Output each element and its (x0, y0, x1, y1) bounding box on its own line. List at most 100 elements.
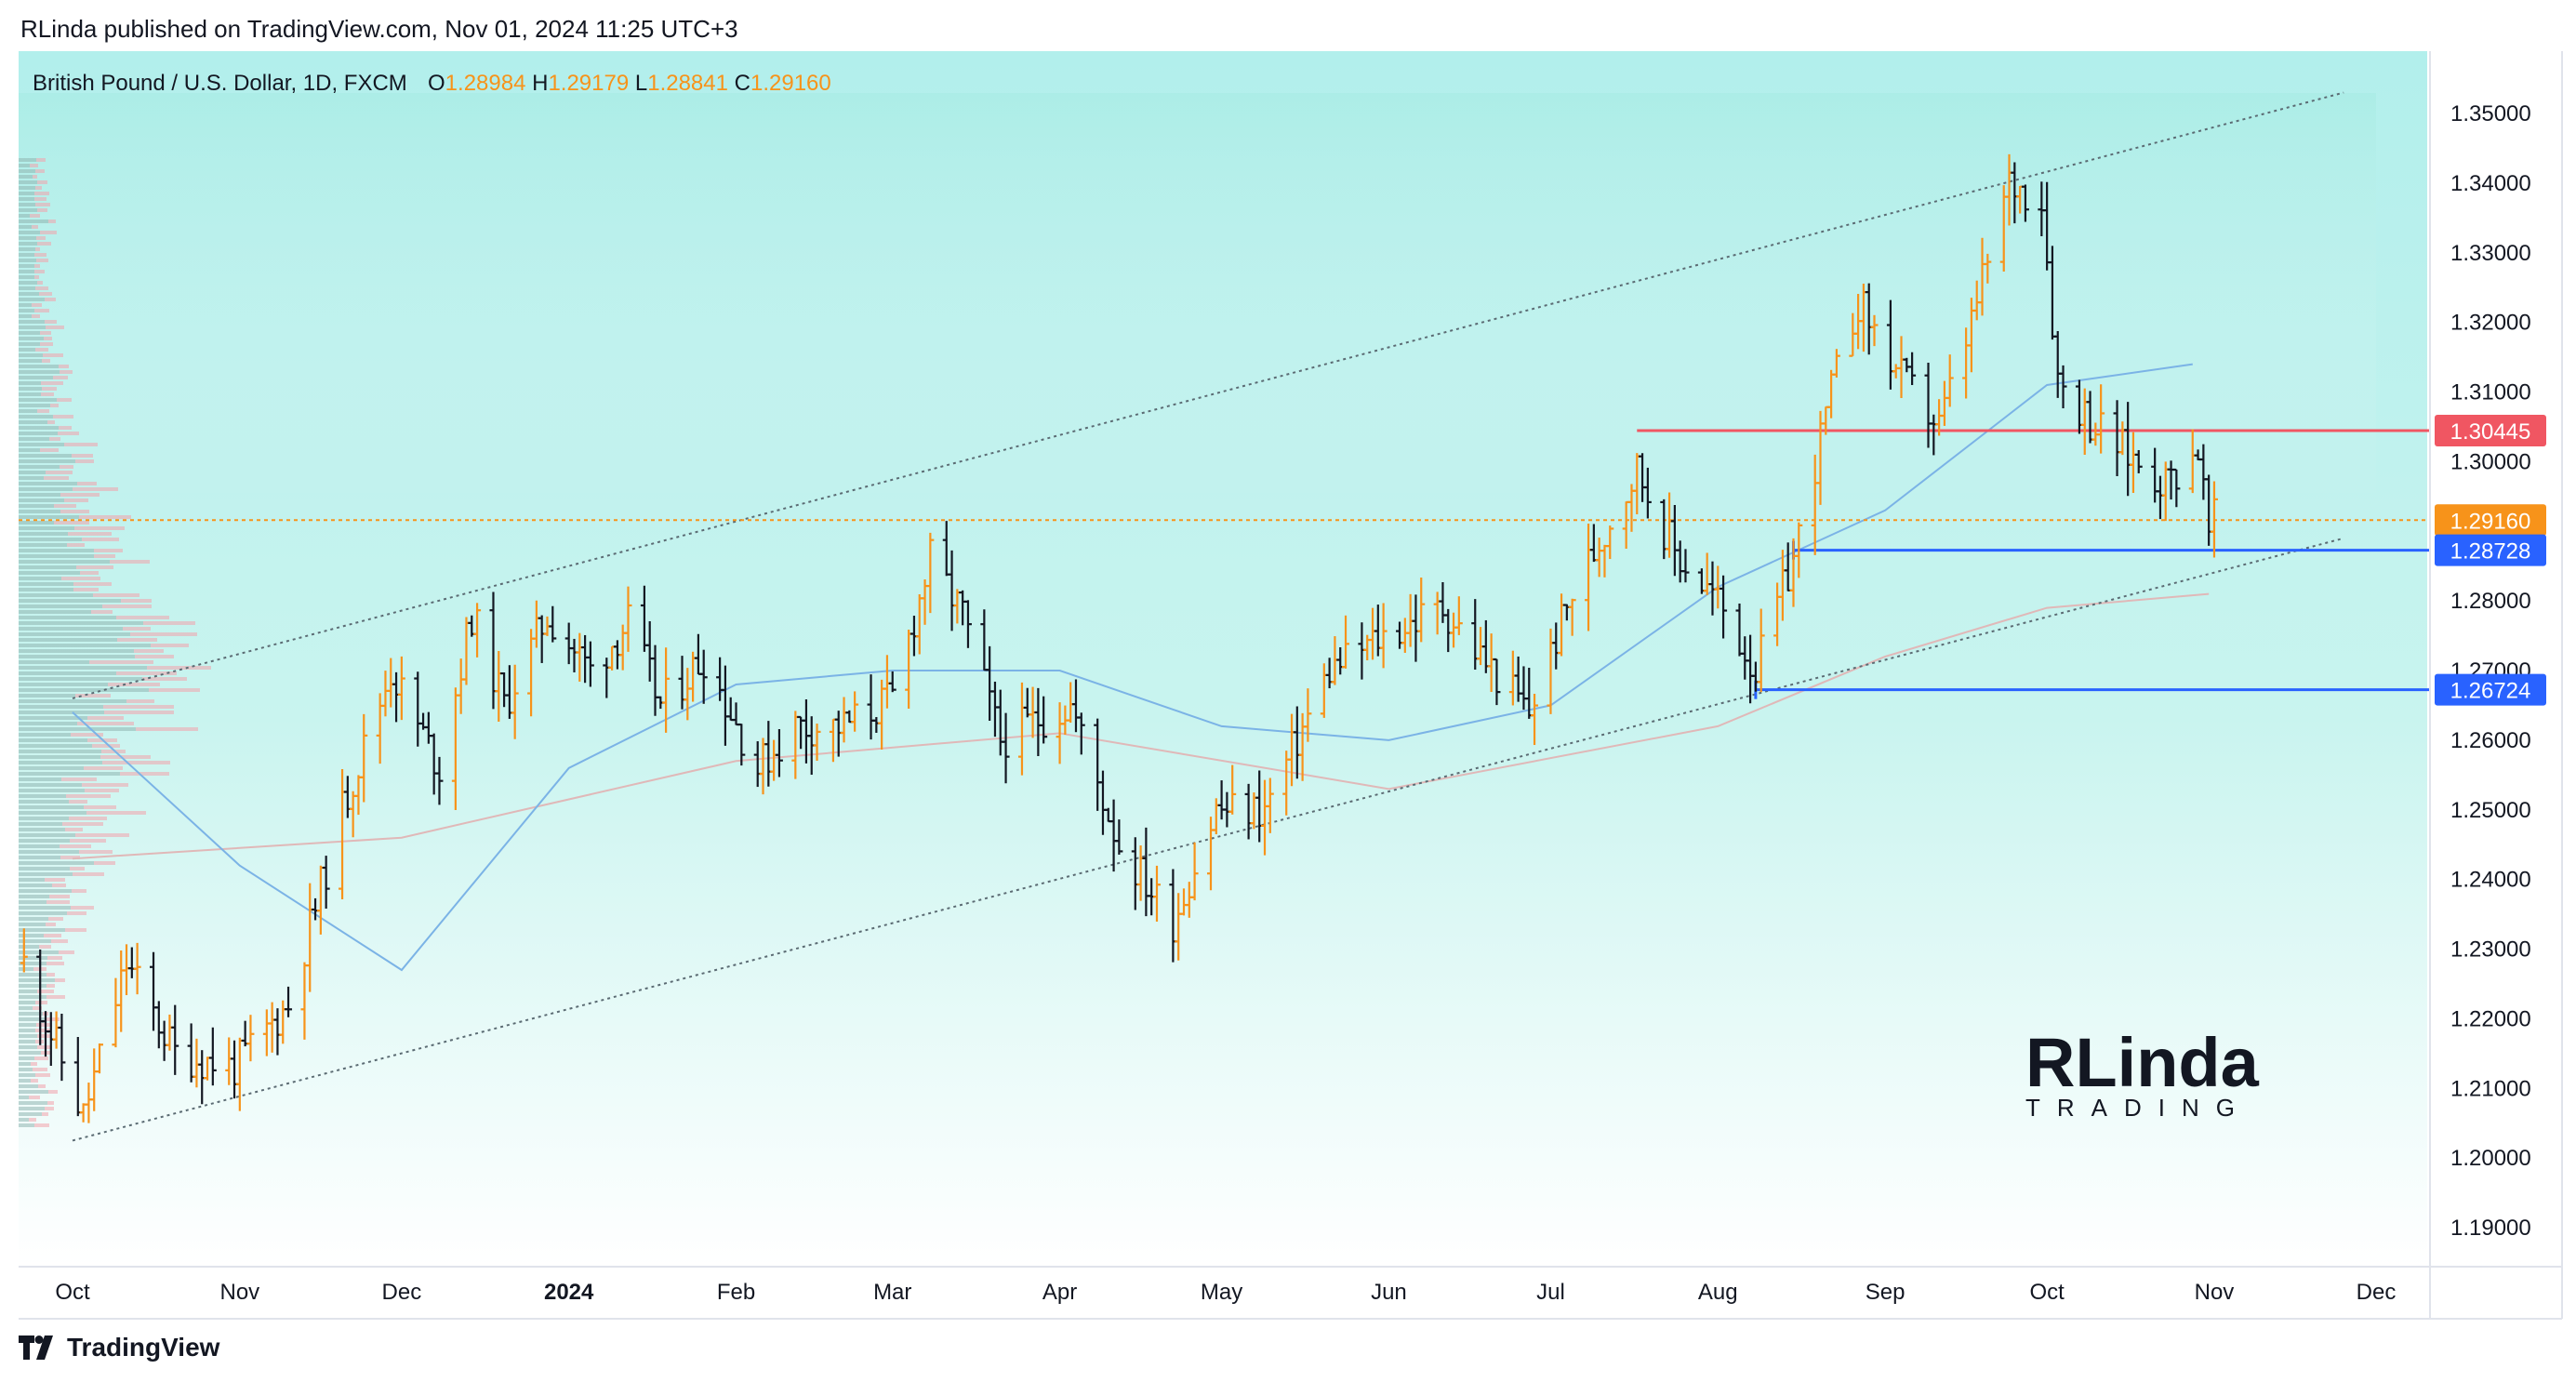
time-tick-label: Feb (717, 1280, 755, 1305)
legend-title: British Pound / U.S. Dollar, 1D, FXCM (33, 71, 407, 96)
volume-bar (79, 850, 113, 854)
volume-bar (39, 945, 51, 949)
volume-bar (19, 1006, 33, 1010)
volume-bar (60, 844, 91, 848)
volume-bar (79, 515, 131, 519)
time-tick-label: Dec (382, 1280, 422, 1305)
volume-bar (19, 320, 45, 324)
volume-bar (19, 175, 33, 179)
volume-bar (19, 683, 108, 686)
volume-bar (30, 214, 40, 218)
time-tick-label: Dec (2357, 1280, 2397, 1305)
volume-bar (19, 1090, 48, 1094)
tradingview-logo-icon (19, 1335, 53, 1360)
volume-bar (84, 766, 123, 770)
time-tick-label: May (1201, 1280, 1242, 1305)
volume-bar (19, 309, 34, 312)
volume-bar (19, 711, 104, 714)
volume-bar (19, 649, 134, 653)
volume-bar (19, 811, 86, 815)
volume-bar (19, 409, 37, 413)
volume-bar (19, 744, 92, 748)
ohlc-bar (1304, 688, 1312, 742)
price-axis[interactable]: 1.35000 1.34000 1.33000 1.32000 1.31000 1.300… (2450, 101, 2531, 1241)
ohlc-bar (96, 1043, 104, 1074)
volume-bar (29, 1118, 36, 1122)
ohlc-bar (2059, 365, 2067, 409)
resistance-price-tag (2435, 415, 2546, 447)
volume-bar (120, 772, 169, 776)
volume-bar (19, 404, 50, 407)
volume-bar (19, 560, 110, 564)
volume-bar (19, 738, 87, 742)
watermark-line2: TRADING (2025, 1094, 2251, 1122)
volume-bar (42, 387, 57, 391)
volume-bar (19, 197, 34, 201)
ohlc-bar (397, 656, 405, 721)
volume-bar (49, 895, 70, 898)
volume-bar (43, 353, 63, 357)
volume-bar (117, 638, 157, 642)
volume-bar (19, 833, 75, 837)
volume-bar (19, 392, 41, 396)
volume-bar (77, 482, 97, 485)
ohlc-bar (1342, 615, 1350, 669)
volume-bar (40, 231, 57, 234)
price-tick-label: 1.25000 (2450, 798, 2531, 823)
volume-bar (87, 716, 124, 720)
time-tick-label: Nov (2195, 1280, 2235, 1305)
time-axis[interactable]: Oct Nov Dec 2024 Feb Mar Apr May Jun Jul Aug Sep Oct… (55, 1280, 2396, 1305)
ohlc-bar (1002, 712, 1010, 784)
volume-bar (30, 164, 38, 167)
time-tick-label: Jun (1371, 1280, 1407, 1305)
volume-bar (19, 917, 48, 921)
volume-bar (19, 777, 61, 781)
volume-bar (19, 984, 46, 988)
volume-bar (67, 911, 86, 915)
volume-bar (36, 236, 46, 240)
ohlc-bar (1757, 608, 1765, 693)
volume-bar (46, 962, 64, 965)
volume-bar (46, 923, 56, 926)
volume-bar (42, 1112, 48, 1116)
volume-bar (19, 1062, 31, 1066)
volume-bar (19, 1023, 36, 1027)
volume-bar (19, 1012, 43, 1016)
volume-bar (59, 950, 74, 954)
volume-bar (37, 208, 47, 212)
volume-bar (92, 744, 120, 748)
volume-bar (19, 817, 69, 820)
volume-bar (19, 370, 60, 374)
volume-bar (40, 448, 59, 452)
volume-bar (37, 242, 51, 246)
price-chart[interactable]: RLinda TRADING British Pound / U.S. Doll… (0, 0, 2576, 1330)
volume-bar (19, 236, 36, 240)
volume-bar (46, 471, 73, 474)
ohlc-bar (963, 600, 972, 648)
volume-bar (70, 839, 106, 843)
volume-bar (75, 459, 94, 463)
volume-bar (19, 437, 49, 441)
tradingview-brand[interactable]: TradingView (19, 1333, 219, 1362)
ohlc-bar (1568, 598, 1576, 636)
ohlc-bar (1606, 525, 1614, 560)
volume-bar (19, 934, 44, 937)
ohlc-bar (171, 1004, 179, 1075)
ohlc-bar (1795, 522, 1803, 578)
tradingview-brand-text: TradingView (67, 1333, 220, 1362)
volume-bar (19, 850, 79, 854)
volume-bar (19, 577, 61, 580)
time-tick-label: 2024 (544, 1280, 594, 1305)
volume-bar (37, 281, 43, 285)
volume-bar (19, 822, 62, 826)
time-tick-label: Oct (55, 1280, 90, 1305)
volume-bar (142, 677, 187, 681)
volume-bar (50, 404, 59, 407)
price-range-shade (19, 93, 2376, 502)
volume-bar (91, 610, 113, 614)
volume-bar (19, 978, 55, 982)
publisher-line: RLinda published on TradingView.com, Nov… (20, 15, 738, 43)
volume-bar (103, 705, 174, 709)
ohlc-bar (1870, 314, 1879, 347)
ohlc-bar (1908, 352, 1917, 386)
